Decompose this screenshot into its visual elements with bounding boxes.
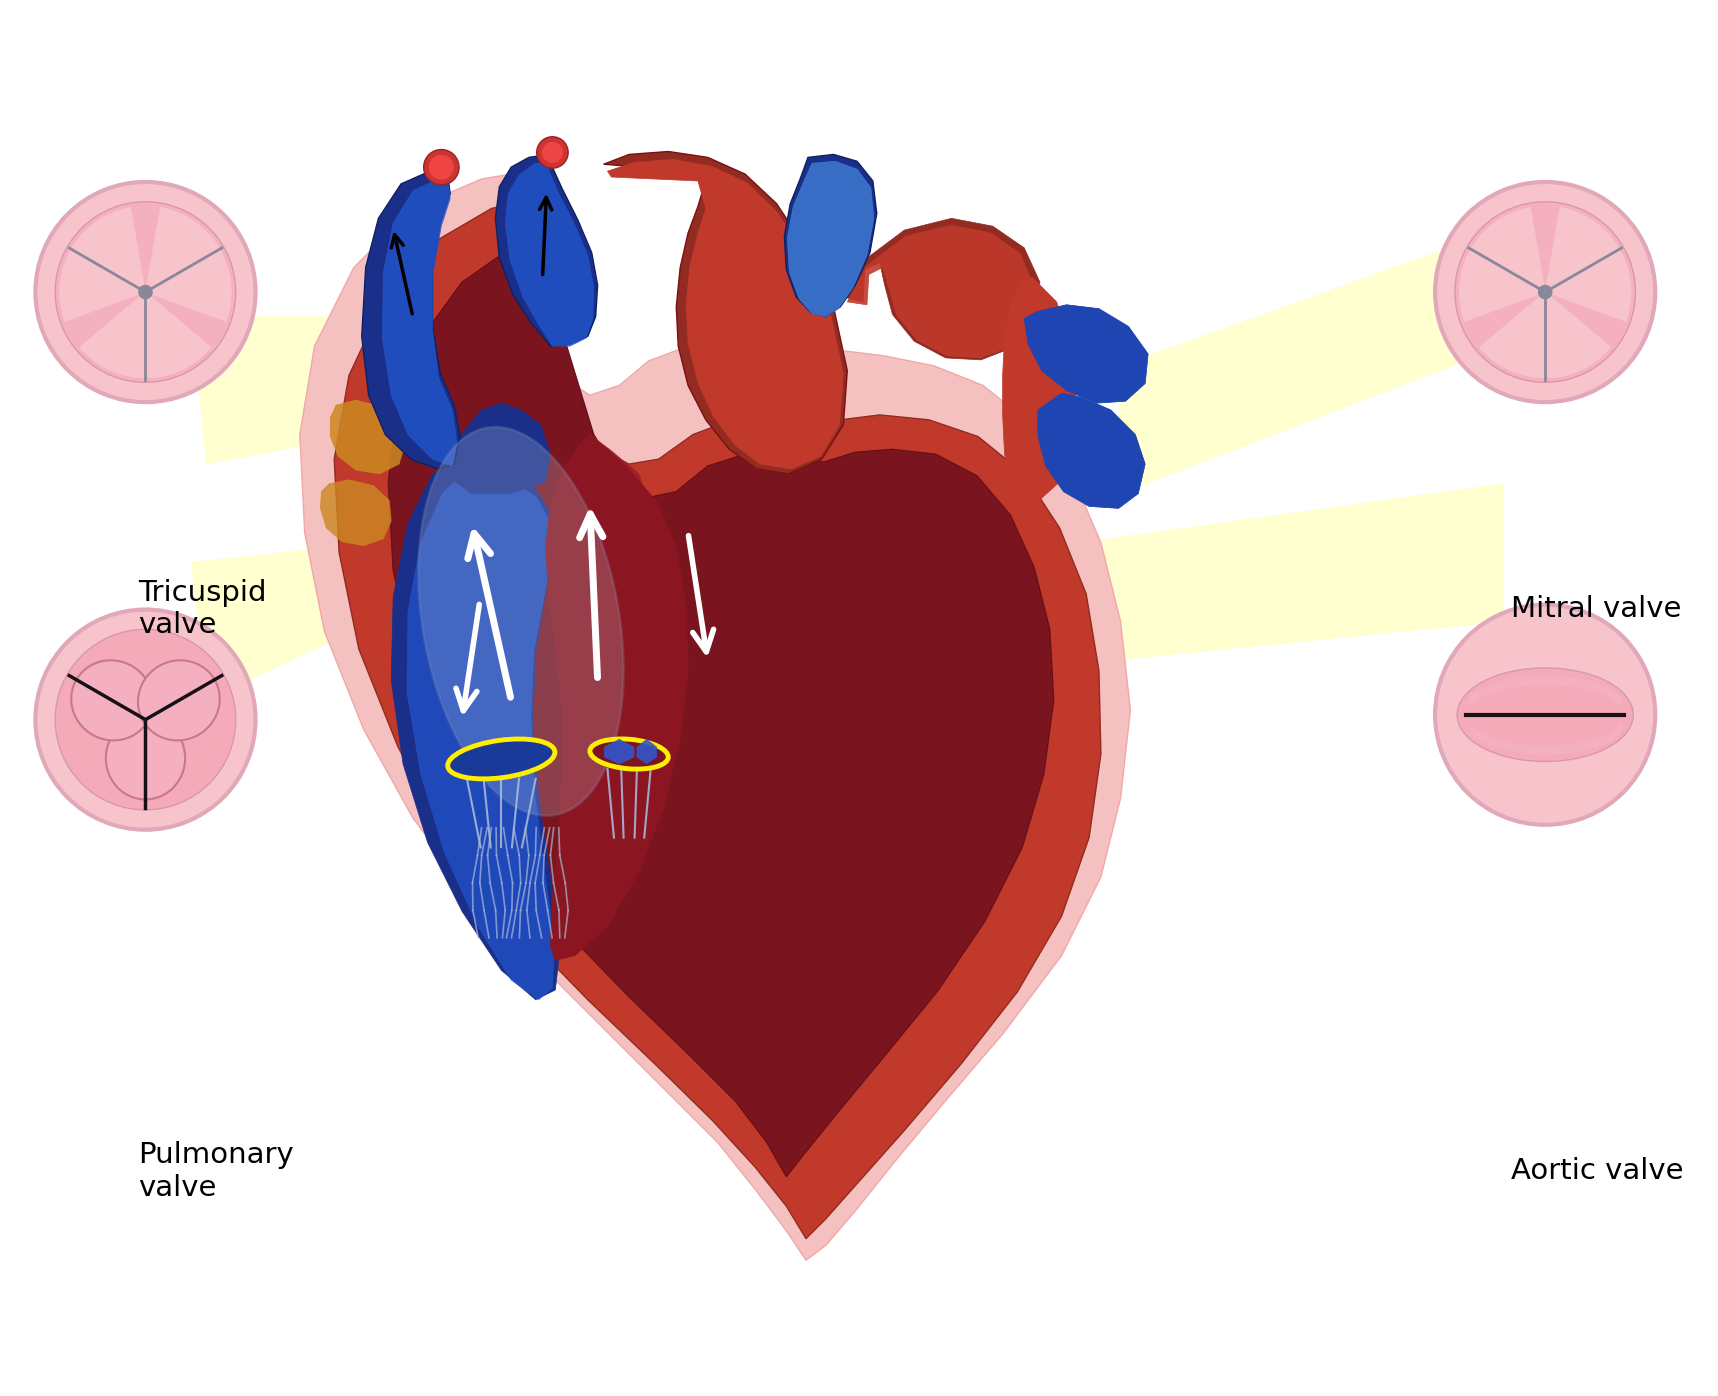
Polygon shape (1081, 484, 1503, 660)
Polygon shape (79, 292, 211, 378)
Circle shape (430, 155, 454, 179)
Polygon shape (548, 434, 649, 611)
Ellipse shape (448, 738, 555, 779)
Polygon shape (603, 152, 847, 473)
Polygon shape (321, 480, 392, 546)
Circle shape (424, 149, 459, 184)
Text: Aortic valve: Aortic valve (1512, 1157, 1684, 1185)
Ellipse shape (1457, 667, 1634, 761)
Circle shape (55, 630, 235, 810)
Circle shape (36, 181, 256, 402)
Polygon shape (505, 159, 594, 346)
Polygon shape (787, 162, 874, 317)
Circle shape (1435, 181, 1654, 402)
Polygon shape (785, 155, 876, 317)
Polygon shape (605, 740, 634, 764)
Polygon shape (407, 473, 555, 1000)
Polygon shape (192, 543, 373, 699)
Ellipse shape (137, 660, 220, 740)
Polygon shape (388, 228, 1053, 1177)
Polygon shape (1479, 292, 1611, 378)
Polygon shape (1003, 278, 1075, 501)
Circle shape (536, 137, 569, 168)
Polygon shape (362, 169, 460, 469)
Text: Tricuspid
valve: Tricuspid valve (139, 578, 266, 639)
Polygon shape (1024, 304, 1148, 403)
Polygon shape (1038, 394, 1146, 508)
Circle shape (1455, 202, 1636, 383)
Polygon shape (608, 159, 844, 469)
Polygon shape (301, 169, 1130, 1261)
Circle shape (543, 142, 562, 162)
Polygon shape (1038, 394, 1146, 508)
Polygon shape (335, 194, 1101, 1238)
Polygon shape (60, 208, 146, 321)
Ellipse shape (70, 660, 153, 740)
Polygon shape (637, 740, 656, 764)
Polygon shape (330, 401, 405, 473)
Circle shape (1435, 604, 1654, 825)
Circle shape (1539, 285, 1551, 299)
Polygon shape (844, 218, 1039, 360)
Polygon shape (495, 155, 598, 346)
Polygon shape (438, 403, 550, 494)
Circle shape (36, 610, 256, 829)
Polygon shape (1024, 304, 1148, 403)
Circle shape (55, 202, 235, 383)
Ellipse shape (589, 738, 668, 769)
Polygon shape (1120, 228, 1503, 494)
Ellipse shape (417, 427, 624, 815)
Ellipse shape (107, 718, 186, 800)
Polygon shape (383, 177, 457, 466)
Polygon shape (146, 208, 232, 321)
Polygon shape (847, 225, 1034, 357)
Text: Mitral valve: Mitral valve (1512, 595, 1682, 623)
Polygon shape (392, 462, 560, 1000)
Polygon shape (1459, 208, 1544, 321)
Circle shape (139, 285, 153, 299)
Polygon shape (1544, 208, 1630, 321)
Polygon shape (192, 317, 373, 463)
Text: Pulmonary
valve: Pulmonary valve (139, 1141, 294, 1202)
Polygon shape (546, 434, 689, 960)
